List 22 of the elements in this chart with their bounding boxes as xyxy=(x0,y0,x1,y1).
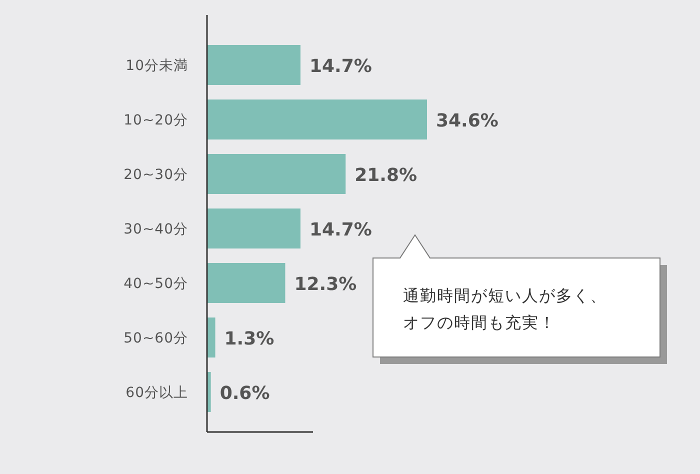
bar xyxy=(207,208,300,248)
data-label: 34.6% xyxy=(436,110,498,132)
y-tick-label: 20~30分 xyxy=(124,167,188,183)
y-tick-label: 10~20分 xyxy=(124,112,188,128)
bar xyxy=(207,263,286,303)
annotation: オフの時間も充実！ xyxy=(403,313,556,332)
bar xyxy=(207,318,216,358)
y-tick-label: 60分以上 xyxy=(126,385,188,401)
y-tick-label: 40~50分 xyxy=(124,276,188,292)
annotation: 通勤時間が短い人が多く、 xyxy=(403,286,607,305)
data-label: 14.7% xyxy=(309,56,372,77)
data-label: 14.7% xyxy=(309,220,372,240)
y-tick-label: 50~60分 xyxy=(124,330,188,346)
data-label: 21.8% xyxy=(354,165,418,186)
bar xyxy=(207,154,346,194)
bar xyxy=(207,100,427,140)
data-label: 0.6% xyxy=(220,383,270,404)
bar xyxy=(207,45,300,85)
y-tick-label: 30~40分 xyxy=(124,222,188,238)
data-label: 12.3% xyxy=(294,274,357,295)
data-label: 1.3% xyxy=(224,328,274,350)
y-tick-label: 10分未満 xyxy=(126,58,188,74)
